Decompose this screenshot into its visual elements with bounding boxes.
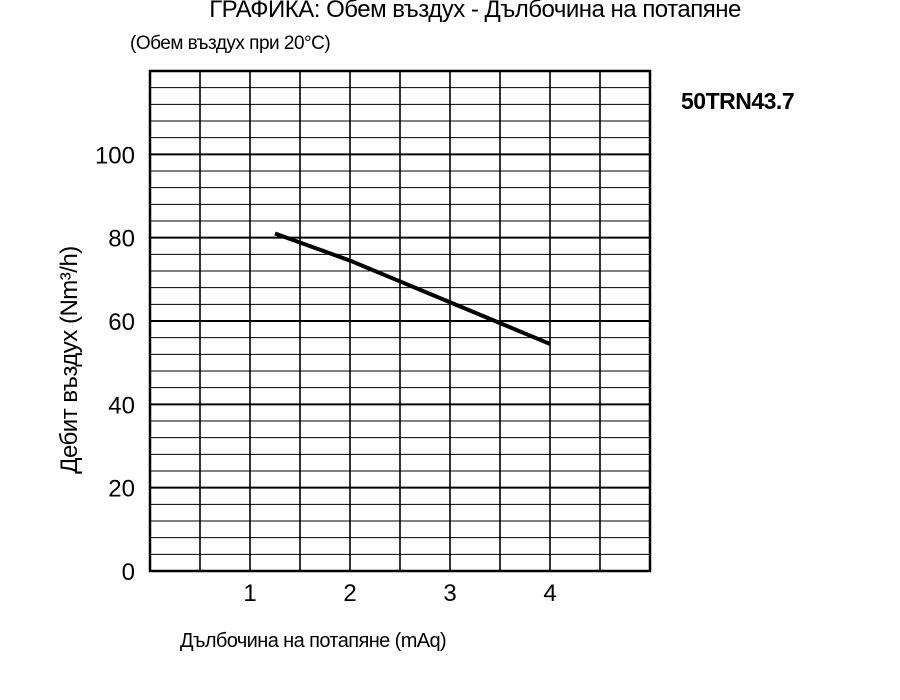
y-tick-label: 80 [108,226,135,253]
model-label: 50TRN43.7 [681,88,795,114]
plot-frame [148,69,652,573]
series-line [274,231,551,346]
x-tick-label: 4 [543,580,556,607]
x-tick-label: 3 [443,580,456,607]
y-tick-label: 20 [108,476,135,503]
y-tick-label: 60 [108,309,135,336]
grid [150,71,650,571]
y-tick-label: 40 [108,392,135,419]
x-tick-label: 1 [243,580,256,607]
x-axis-label: Дълбочина на потапяне (mAq) [180,630,447,652]
y-tick-label: 0 [122,559,135,586]
y-tick-label: 100 [95,142,135,169]
chart-title: ГРАФИКА: Обем въздух - Дълбочина на пота… [209,0,741,23]
tick-labels: 0 20 40 60 80 100 1 2 3 4 [95,142,557,607]
x-tick-label: 2 [343,580,356,607]
series-layer [274,231,551,346]
chart-subtitle: (Обем въздух при 20°C) [130,33,331,54]
